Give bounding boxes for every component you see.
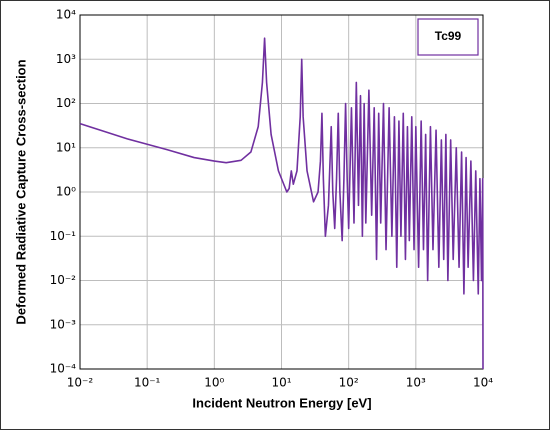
- data-line: [79, 37, 484, 370]
- x-tick-label: 10⁴: [473, 376, 493, 390]
- y-tick-label: 10⁰: [56, 185, 76, 199]
- x-axis-label: Incident Neutron Energy [eV]: [192, 395, 371, 410]
- y-tick-label: 10⁻²: [50, 273, 77, 287]
- y-tick-label: 10⁻⁴: [50, 362, 77, 376]
- y-tick-label: 10¹: [56, 140, 76, 154]
- x-tick-label: 10²: [339, 376, 359, 390]
- legend-box: [417, 18, 479, 56]
- legend-label: Tc99: [435, 29, 462, 43]
- y-axis-label: Deformed Radiative Capture Cross-section: [13, 59, 28, 324]
- y-tick-label: 10⁴: [56, 8, 76, 22]
- y-tick-label: 10²: [56, 96, 76, 110]
- y-tick-label: 10⁻³: [50, 317, 77, 331]
- x-tick-label: 10³: [406, 376, 426, 390]
- x-tick-label: 10⁰: [204, 376, 224, 390]
- x-tick-label: 10⁻²: [67, 376, 94, 390]
- y-tick-label: 10³: [56, 52, 76, 66]
- x-tick-label: 10⁻¹: [134, 376, 161, 390]
- y-tick-label: 10⁻¹: [50, 229, 77, 243]
- x-tick-label: 10¹: [271, 376, 291, 390]
